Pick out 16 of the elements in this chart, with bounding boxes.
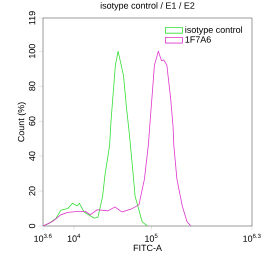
y-tick-label: 40 <box>28 151 36 161</box>
y-tick-label: 119 <box>28 11 36 24</box>
legend-label: 1F7A6 <box>186 36 211 43</box>
y-tick-label: 0 <box>28 224 36 228</box>
y-tick-label: 100 <box>28 44 36 58</box>
x-tick-label: 10$^{4}$ <box>68 234 80 242</box>
x-axis-title: FITC-A <box>134 244 162 252</box>
legend-label: isotype control <box>185 26 242 35</box>
y-axis-title: Count (%) <box>18 102 26 142</box>
y-tick-label: 20 <box>28 186 36 196</box>
chart-title: isotype control / E1 / E2 <box>100 2 194 10</box>
x-tick-label: 10$^{3.6}$ <box>34 234 52 242</box>
y-tick-label: 80 <box>28 82 36 91</box>
x-tick-label: 10$^{5}$ <box>145 234 158 242</box>
x-tick-label: 10$^{6.3}$ <box>243 234 261 242</box>
y-tick-label: 60 <box>28 116 36 126</box>
